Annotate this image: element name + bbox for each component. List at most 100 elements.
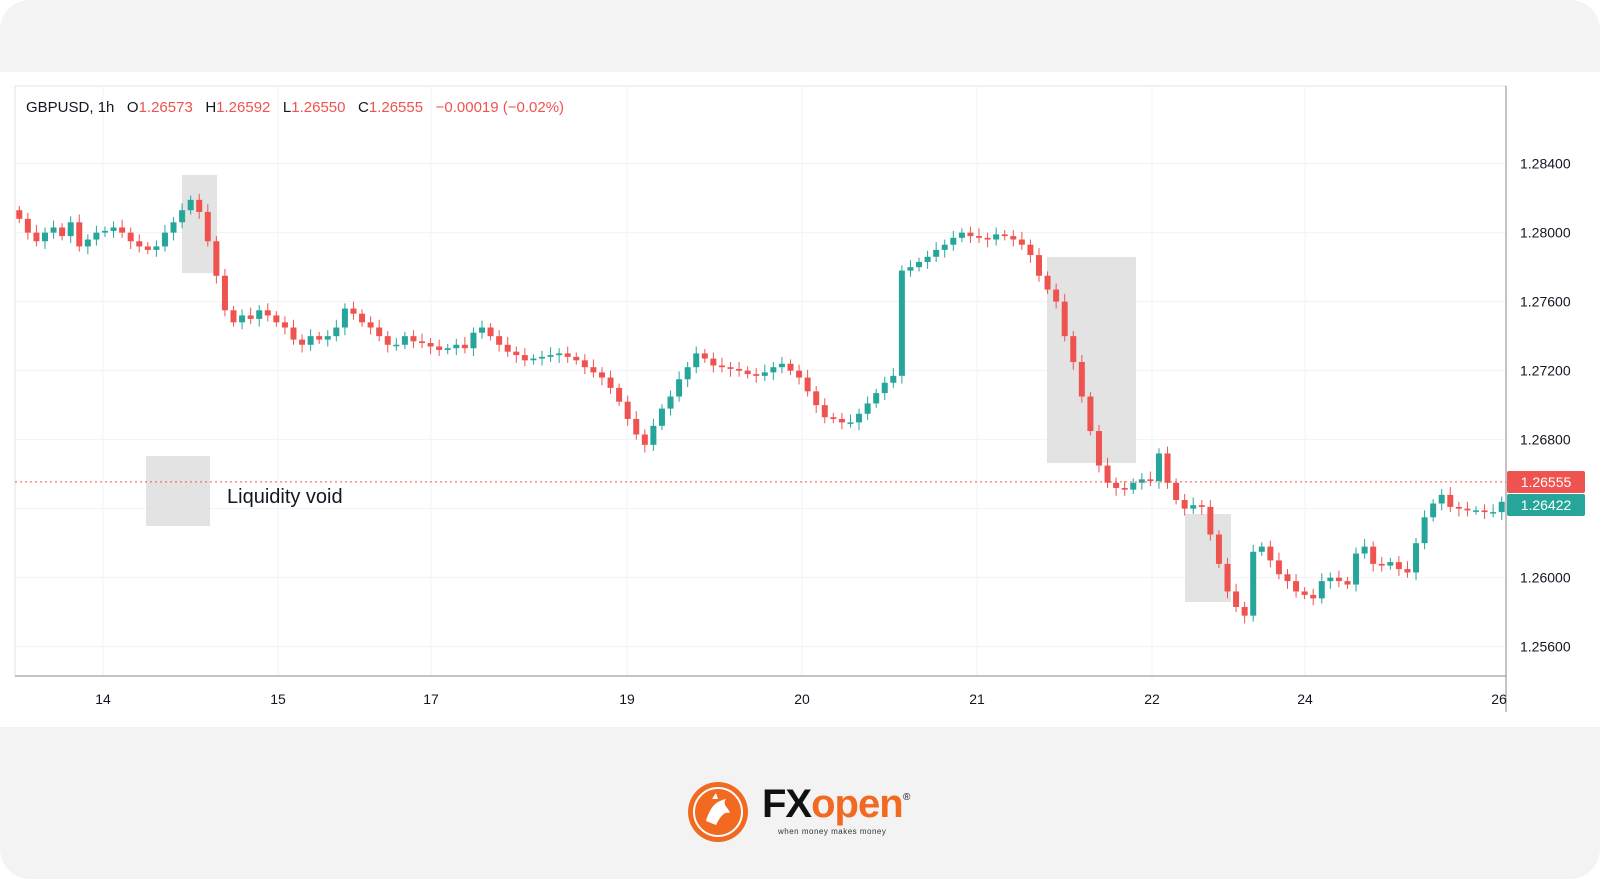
- candle-body: [1284, 574, 1291, 582]
- candle-body: [616, 387, 623, 402]
- liquidity-void-zone: [1047, 257, 1136, 463]
- candle-body: [1173, 482, 1180, 501]
- x-tick-label: 17: [423, 691, 439, 707]
- candle-body: [993, 234, 1000, 240]
- candle-body: [1035, 255, 1042, 276]
- candle-body: [727, 367, 734, 369]
- y-tick-label: 1.28400: [1520, 156, 1571, 172]
- candle-body: [264, 310, 271, 316]
- candle-body: [496, 336, 503, 345]
- open-label: O: [126, 99, 139, 116]
- candle-body: [230, 310, 237, 323]
- candle-body: [76, 222, 83, 247]
- candle-body: [873, 393, 880, 404]
- candle-body: [590, 367, 597, 373]
- candle-body: [1121, 487, 1128, 490]
- candle-body: [667, 396, 674, 409]
- candle-body: [967, 232, 974, 237]
- candle-body: [59, 227, 66, 237]
- brand-open: open: [811, 782, 904, 826]
- candle-body: [144, 246, 151, 250]
- candle-body: [1378, 563, 1385, 566]
- liquidity-void-zone: [146, 456, 210, 526]
- high-value: 1.26592: [216, 99, 271, 116]
- candle-body: [641, 434, 648, 445]
- brand-wordmark: FXopen: [762, 782, 904, 826]
- chart-panel[interactable]: 1.28400 1.28000 1.27600 1.27200 1.26800 1.264…: [0, 72, 1600, 727]
- candle-body: [307, 336, 314, 345]
- x-tick-label: 20: [794, 691, 810, 707]
- y-tick-label: 1.25600: [1520, 639, 1571, 655]
- candle-body: [1095, 431, 1102, 466]
- candle-body: [907, 267, 914, 271]
- x-axis-ticks: 14 15 17 19 20 21 22 24 26: [95, 691, 1507, 707]
- candle-body: [410, 336, 417, 342]
- candle-body: [1275, 560, 1282, 575]
- candle-body: [1010, 236, 1017, 240]
- candle-body: [316, 336, 323, 340]
- candle-body: [427, 343, 434, 347]
- candle-body: [1310, 594, 1317, 599]
- candle-body: [1044, 275, 1051, 290]
- candle-body: [830, 417, 837, 419]
- candle-body: [1233, 591, 1240, 607]
- last-price-badge: 1.26422: [1507, 493, 1585, 516]
- candle-body: [1138, 479, 1145, 483]
- candle-body: [1070, 336, 1077, 363]
- candle-body: [1498, 501, 1505, 513]
- candle-body: [187, 199, 194, 211]
- candle-body: [924, 256, 931, 262]
- candle-body: [1318, 581, 1325, 599]
- candle-body: [547, 355, 554, 357]
- candle-body: [796, 370, 803, 378]
- candle-body: [1241, 606, 1248, 616]
- candle-body: [393, 344, 400, 347]
- x-tick-label: 19: [619, 691, 635, 707]
- candle-body: [1027, 244, 1034, 256]
- candle-body: [487, 327, 494, 337]
- candle-body: [684, 367, 691, 380]
- candle-body: [1087, 396, 1094, 432]
- liquidity-void-zone: [182, 175, 217, 273]
- candle-body: [1370, 546, 1377, 564]
- candle-body: [693, 353, 700, 368]
- y-tick-label: 1.26800: [1520, 432, 1571, 448]
- candle-body: [1353, 553, 1360, 585]
- candle-body: [573, 356, 580, 361]
- candle-body: [1258, 546, 1265, 552]
- candle-body: [864, 403, 871, 414]
- candle-body: [153, 246, 160, 250]
- candlestick-chart[interactable]: 1.28400 1.28000 1.27600 1.27200 1.26800 1.264…: [0, 72, 1600, 727]
- candle-body: [239, 315, 246, 323]
- candle-body: [556, 353, 563, 356]
- candle-body: [598, 372, 605, 378]
- candle-body: [847, 422, 854, 424]
- y-tick-label: 1.26000: [1520, 570, 1571, 586]
- candle-body: [67, 222, 74, 237]
- candle-body: [101, 230, 108, 233]
- candle-body: [1181, 500, 1188, 509]
- candle-body: [444, 348, 451, 350]
- x-tick-label: 26: [1491, 691, 1507, 707]
- candle-body: [624, 401, 631, 419]
- brand-fx: FX: [762, 782, 812, 826]
- candle-body: [281, 322, 288, 328]
- candle-body: [213, 241, 220, 276]
- plot-border: [14, 85, 1507, 677]
- candle-body: [650, 425, 657, 445]
- candle-body: [1224, 563, 1231, 592]
- candle-body: [710, 358, 717, 366]
- candle-body: [701, 353, 708, 359]
- change-value: −0.00019 (−0.02%): [435, 99, 565, 116]
- candles: [16, 193, 1505, 624]
- candle-body: [821, 405, 828, 418]
- open-value: 1.26573: [138, 99, 193, 116]
- candle-body: [890, 375, 897, 383]
- candle-body: [1190, 505, 1197, 509]
- candle-body: [1361, 546, 1368, 554]
- candle-body: [401, 336, 408, 345]
- candle-body: [1104, 465, 1111, 483]
- candle-body: [436, 346, 443, 350]
- candle-body: [1130, 482, 1137, 490]
